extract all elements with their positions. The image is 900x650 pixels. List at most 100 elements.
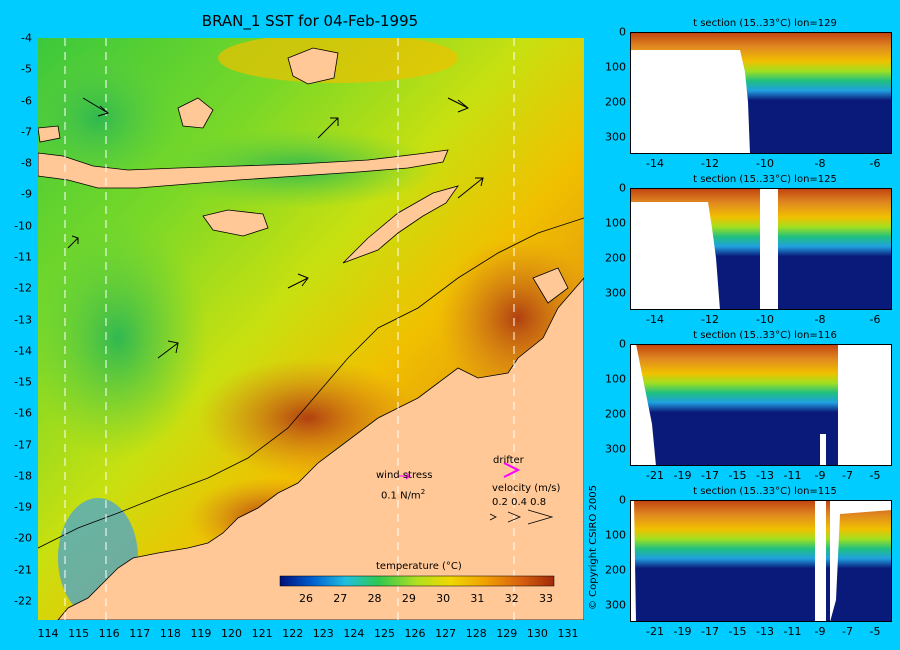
lat-tick-label: -10 [756,313,774,326]
lon-tick-label: 125 [373,627,395,640]
lat-tick-label: -12 [701,157,719,170]
depth-tick-label: 0 [619,493,626,507]
lat-tick-label: -8 [814,313,826,326]
lat-tick-label: -14 [646,313,664,326]
lon-tick-label: 126 [404,627,426,640]
colorbar-tick-label: 30 [436,592,451,605]
lat-tick-label: -16 [14,406,32,420]
no-data-region [838,344,892,466]
lon-tick-label: 116 [98,627,120,640]
section-frame [630,32,892,154]
drifter-arrow [503,462,521,478]
lat-tick-label: -12 [701,313,719,326]
depth-tick-label: 100 [605,60,626,74]
section-plot [630,188,892,310]
section-plot [630,344,892,466]
lon-tick-label: 127 [435,627,457,640]
australia-land [57,277,584,620]
lat-tick-label: -22 [14,594,32,608]
lat-tick-label: -21 [646,625,664,638]
no-data-region [815,500,826,622]
timor-island [342,185,459,264]
lat-tick-label: -21 [14,563,32,577]
lon-tick-label: 121 [251,627,273,640]
lat-tick-label: -19 [673,625,692,638]
section-frame [630,188,892,310]
lat-tick-label: -5 [21,62,32,76]
lon-tick-label: 120 [221,627,243,640]
lat-tick-label: -20 [14,531,32,545]
lat-tick-label: -15 [14,375,32,389]
lat-tick-label: -12 [14,281,32,295]
no-data-region [630,50,750,154]
velocity-values: 0.2 0.4 0.8 [492,497,547,508]
depth-tick-label: 300 [605,442,626,456]
depth-tick-label: 200 [605,251,626,265]
depth-tick-label: 0 [619,25,626,39]
colorbar-tick-label: 33 [539,592,553,605]
colorbar-tick-label: 28 [367,592,382,605]
section-title: t section (15..33°C) lon=125 [693,174,837,185]
velocity-arrows [489,509,554,525]
lat-tick-label: -9 [21,187,32,201]
lat-tick-label: -15 [728,625,747,638]
section-frame [630,344,892,466]
depth-tick-label: 100 [605,528,626,542]
lat-tick-label: -14 [646,157,664,170]
lat-tick-label: -7 [842,469,853,482]
no-data-region [630,344,656,466]
no-data-region [630,500,636,622]
lat-tick-label: -17 [14,438,32,452]
lat-tick-label: -11 [14,250,32,264]
lon-tick-label: 129 [496,627,518,640]
section-plot [630,500,892,622]
lat-tick-label: -17 [701,469,719,482]
lat-tick-label: -7 [21,125,32,139]
depth-tick-label: 100 [605,372,626,386]
lat-tick-label: -8 [21,156,32,170]
sumba-island [202,209,269,237]
lon-tick-label: 128 [465,627,487,640]
lat-tick-label: -15 [728,469,747,482]
section-plot [630,32,892,154]
sst-map [38,38,584,620]
depth-tick-label: 200 [605,95,626,109]
colorbar-tick-label: 29 [401,592,416,605]
depth-tick-label: 200 [605,407,626,421]
lat-tick-label: -11 [783,625,802,638]
lat-tick-label: -6 [869,313,881,326]
lon-tick-label: 115 [68,627,90,640]
map-title: BRAN_1 SST for 04-Feb-1995 [201,12,419,30]
lat-tick-label: -18 [14,469,32,483]
lat-tick-label: -7 [842,625,853,638]
colorbar-tick-label: 31 [470,592,485,605]
no-data-region [820,434,826,466]
lon-tick-label: 123 [312,627,334,640]
small-island [532,267,569,304]
lat-tick-label: -13 [14,313,32,326]
lat-tick-label: -13 [756,469,774,482]
lat-tick-label: -10 [756,157,774,170]
depth-tick-label: 300 [605,130,626,144]
lat-tick-label: -8 [814,157,826,170]
banda-islands [287,47,339,85]
no-data-region [630,202,720,310]
cool-water-patch [38,218,208,458]
lat-tick-label: -6 [869,157,881,170]
wind-stress-label: wind stress [376,470,433,481]
lat-tick-label: -9 [814,469,826,482]
lon-tick-label: 130 [526,627,548,640]
lon-tick-label: 131 [557,627,579,640]
colorbar-tick-label: 27 [333,592,348,605]
small-island [38,125,61,143]
lat-tick-label: -5 [869,469,881,482]
colorbar-tick-label: 32 [504,592,519,605]
lesser-sunda-islands [38,149,449,189]
sulawesi-islands [177,97,214,129]
depth-tick-label: 100 [605,216,626,230]
drifter-label: drifter [493,455,524,466]
section-title: t section (15..33°C) lon=129 [693,18,837,29]
lon-tick-label: 124 [343,627,365,640]
lat-tick-label: -5 [869,625,881,638]
copyright: © Copyright CSIRO 2005 [588,485,599,610]
